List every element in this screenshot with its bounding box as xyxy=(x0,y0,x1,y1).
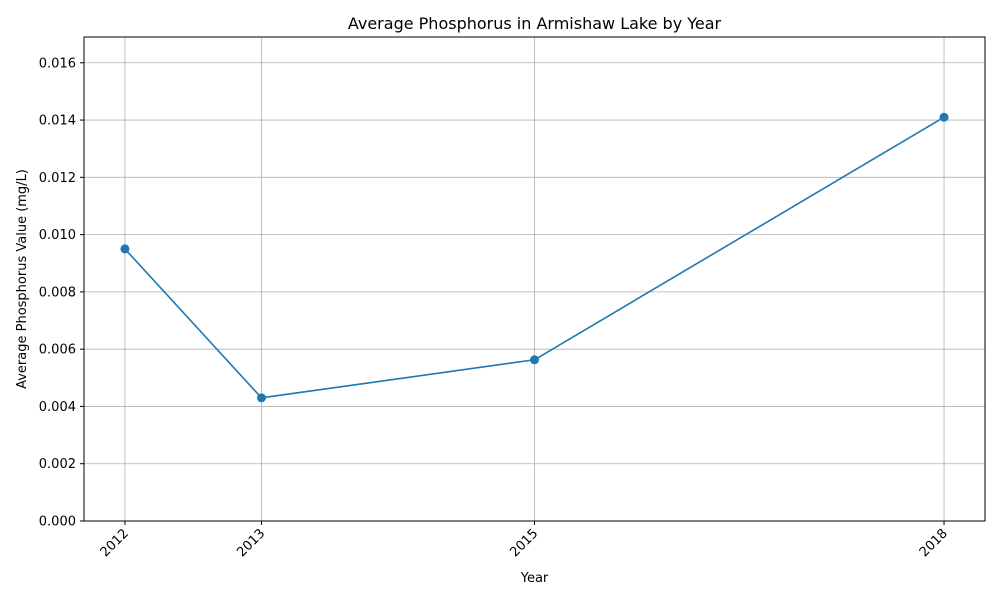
grid-lines xyxy=(84,37,985,522)
y-axis-title: Average Phosphorus Value (mg/L) xyxy=(15,169,30,389)
y-tick-label: 0.006 xyxy=(39,343,76,358)
data-series xyxy=(120,112,949,403)
y-tick-label: 0.010 xyxy=(39,228,76,243)
series-line xyxy=(124,116,945,399)
y-tick-label: 0.004 xyxy=(39,400,76,415)
y-tick-label: 0.008 xyxy=(39,285,76,300)
data-point-marker xyxy=(530,355,539,365)
chart-title: Average Phosphorus in Armishaw Lake by Y… xyxy=(348,14,722,33)
data-point-marker xyxy=(120,244,130,254)
y-tick-label: 0.012 xyxy=(39,171,76,186)
y-tick-label: 0.002 xyxy=(39,457,76,472)
x-axis-title: Year xyxy=(520,571,549,586)
data-point-marker xyxy=(256,393,266,403)
y-tick-label: 0.000 xyxy=(39,515,76,530)
data-point-marker xyxy=(939,112,949,122)
y-tick-label: 0.014 xyxy=(39,114,76,129)
y-tick-label: 0.016 xyxy=(39,56,76,71)
